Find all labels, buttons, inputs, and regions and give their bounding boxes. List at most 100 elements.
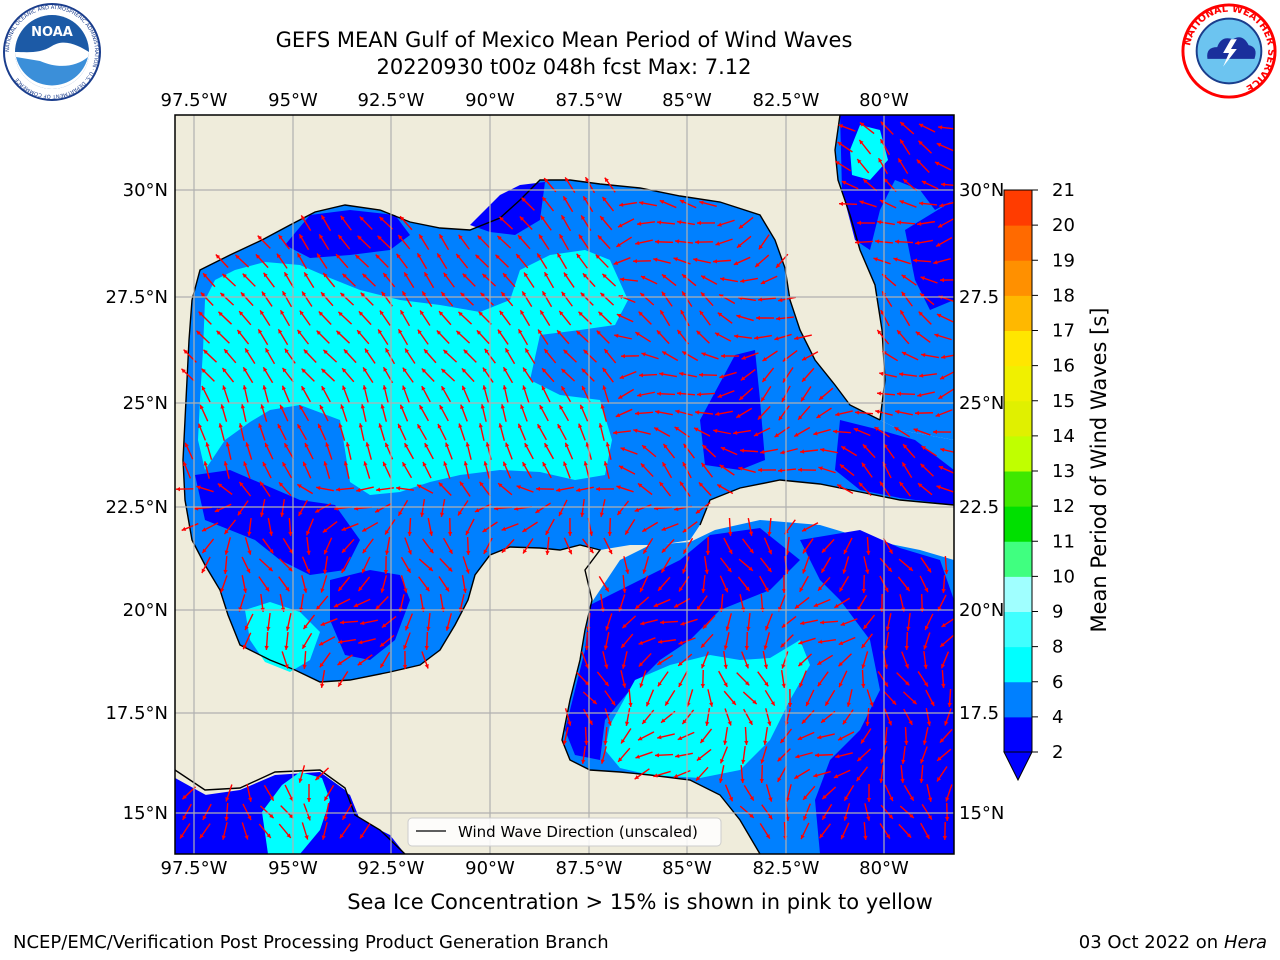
wave-direction-arrow xyxy=(320,291,334,307)
wave-direction-arrow xyxy=(932,429,952,435)
wave-direction-arrow xyxy=(835,160,851,172)
wave-direction-arrow xyxy=(284,784,294,802)
wave-direction-arrow xyxy=(279,404,289,422)
wave-direction-arrow xyxy=(343,461,350,479)
wave-direction-arrow xyxy=(740,277,758,284)
wave-direction-arrow xyxy=(323,555,329,575)
wave-direction-arrow xyxy=(880,309,890,327)
wave-direction-arrow xyxy=(781,615,797,629)
wave-direction-arrow xyxy=(301,291,313,307)
wave-direction-arrow xyxy=(223,519,237,535)
wave-direction-arrow xyxy=(781,651,789,669)
wave-direction-arrow xyxy=(335,330,351,344)
wave-direction-arrow xyxy=(639,200,657,207)
wave-direction-arrow xyxy=(901,745,906,765)
legend-label: Wind Wave Direction (unscaled) xyxy=(458,823,698,841)
wave-direction-arrow xyxy=(583,708,593,726)
wave-direction-arrow xyxy=(245,442,253,460)
chart-subtitle: 20220930 t00z 048h fcst Max: 7.12 xyxy=(376,55,752,79)
wave-direction-arrow xyxy=(882,537,894,555)
wave-direction-arrow xyxy=(936,485,954,493)
wave-direction-arrow xyxy=(879,371,897,378)
wave-direction-arrow xyxy=(763,537,773,555)
colorbar-extend-arrow xyxy=(1003,751,1033,782)
wave-direction-arrow xyxy=(821,803,833,821)
lon-tick-label: 82.5°W xyxy=(753,90,820,111)
wave-direction-arrow xyxy=(440,291,454,307)
wave-direction-arrow xyxy=(316,330,330,344)
wave-direction-arrow xyxy=(679,371,697,378)
wave-direction-arrow xyxy=(198,311,212,325)
colorbar-tick-label: 11 xyxy=(1052,531,1075,552)
wave-direction-arrow xyxy=(793,426,811,438)
lat-tick-label-right: 22.5 xyxy=(959,497,999,518)
wave-direction-arrow xyxy=(833,597,851,609)
wave-direction-arrow xyxy=(498,216,514,230)
wave-direction-arrow xyxy=(537,329,549,345)
wave-direction-arrow xyxy=(916,220,936,226)
wave-direction-arrow xyxy=(539,404,549,422)
wave-direction-arrow xyxy=(403,632,411,650)
wave-direction-arrow xyxy=(838,124,856,132)
wave-direction-arrow xyxy=(775,316,795,321)
wave-direction-arrow xyxy=(184,442,194,460)
wave-direction-arrow xyxy=(893,257,911,265)
wave-direction-arrow xyxy=(738,216,754,230)
wave-direction-arrow xyxy=(879,557,893,573)
wave-direction-arrow xyxy=(736,235,752,249)
wave-direction-arrow xyxy=(445,442,453,460)
wave-direction-arrow xyxy=(720,353,740,359)
wave-direction-arrow xyxy=(861,651,869,669)
wave-direction-arrow xyxy=(760,448,778,455)
wave-direction-arrow xyxy=(901,291,913,307)
lat-tick-label-right: 30°N xyxy=(959,180,1004,201)
wind-wave-arrows xyxy=(175,121,954,841)
wave-direction-arrow xyxy=(856,158,870,174)
wave-direction-arrow xyxy=(259,310,271,326)
wave-direction-arrow xyxy=(841,180,859,190)
wave-direction-arrow xyxy=(715,410,733,417)
wave-direction-arrow xyxy=(202,803,212,821)
wave-direction-arrow xyxy=(855,766,869,782)
wave-direction-arrow xyxy=(337,670,349,688)
wave-direction-arrow xyxy=(696,595,708,611)
wave-direction-arrow xyxy=(797,405,811,421)
wave-direction-arrow xyxy=(575,330,591,344)
wave-direction-arrow xyxy=(460,292,474,306)
wave-direction-arrow xyxy=(401,290,413,308)
wave-direction-arrow xyxy=(681,273,697,287)
wave-direction-arrow xyxy=(659,309,671,327)
wave-direction-arrow xyxy=(545,518,555,536)
wave-direction-arrow xyxy=(502,385,509,403)
wave-direction-arrow xyxy=(859,121,875,135)
wave-direction-arrow xyxy=(700,669,706,689)
wave-direction-arrow xyxy=(358,638,376,645)
wave-direction-arrow xyxy=(263,272,275,288)
wave-direction-arrow xyxy=(901,351,919,361)
wave-direction-arrow xyxy=(499,310,511,326)
wave-direction-arrow xyxy=(377,329,389,345)
wave-direction-arrow xyxy=(899,121,915,135)
wave-direction-arrow xyxy=(898,372,918,377)
lon-tick-label: 87.5°W xyxy=(556,858,623,879)
wave-direction-arrow xyxy=(840,445,858,457)
wave-direction-arrow xyxy=(700,275,718,285)
wave-direction-arrow xyxy=(777,468,797,473)
wave-direction-arrow xyxy=(558,499,568,517)
wave-direction-arrow xyxy=(698,481,712,497)
wave-direction-arrow xyxy=(939,634,954,648)
wave-direction-arrow xyxy=(616,313,634,323)
wave-direction-arrow xyxy=(836,484,854,494)
wave-direction-arrow xyxy=(399,215,413,231)
wave-direction-arrow xyxy=(342,273,356,287)
wave-direction-arrow xyxy=(683,443,695,459)
wave-direction-arrow xyxy=(422,538,434,554)
wave-direction-arrow xyxy=(620,670,627,688)
wave-direction-arrow xyxy=(624,518,636,536)
wave-direction-arrow xyxy=(718,670,728,688)
wave-direction-arrow xyxy=(941,354,954,360)
wave-direction-arrow xyxy=(820,447,838,454)
wave-direction-arrow xyxy=(918,311,932,325)
wave-direction-arrow xyxy=(640,462,654,478)
wave-direction-arrow xyxy=(560,368,576,382)
